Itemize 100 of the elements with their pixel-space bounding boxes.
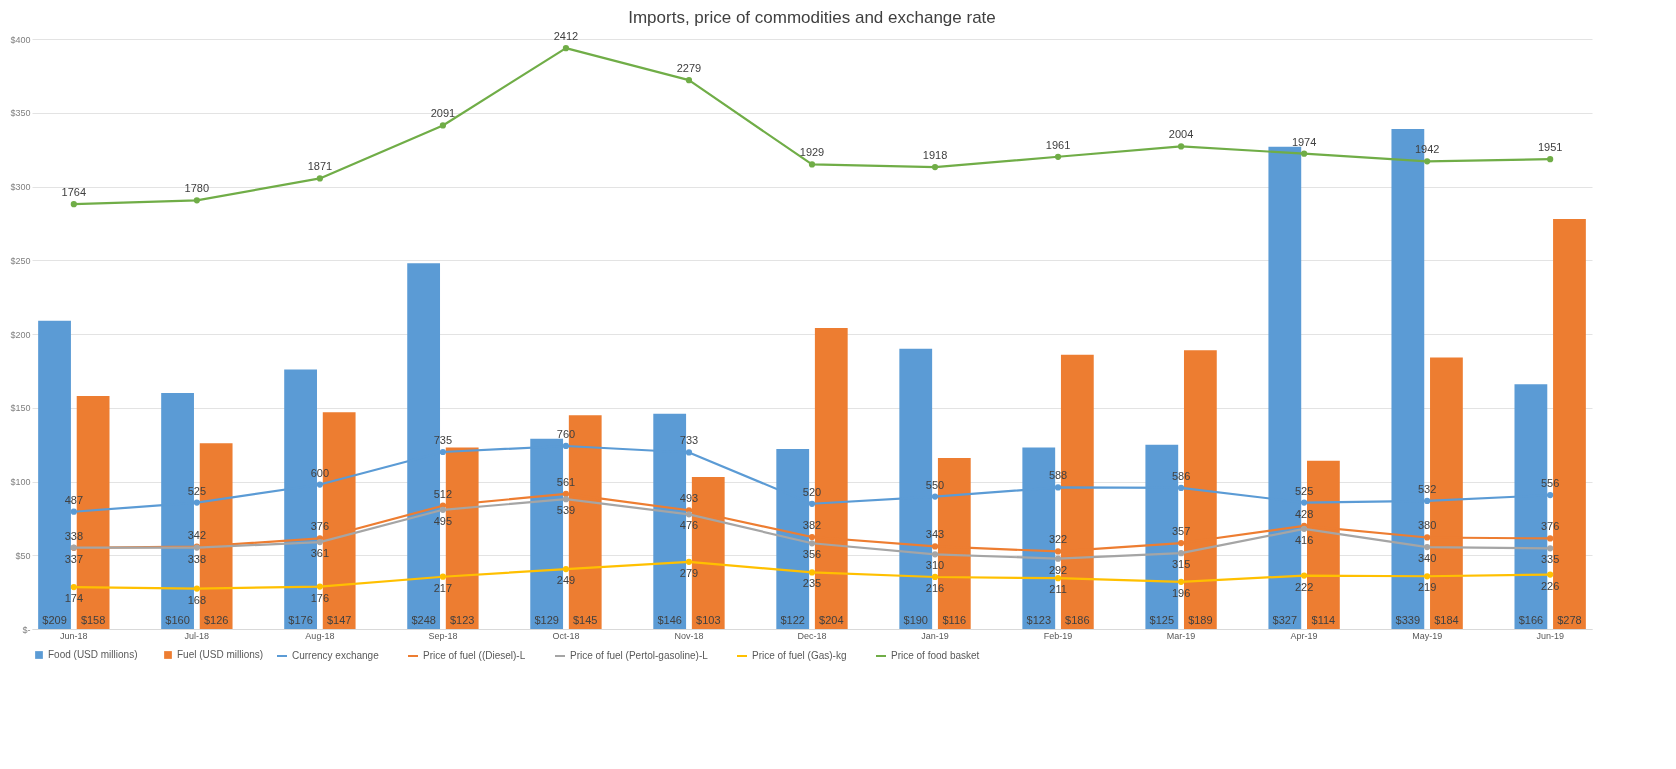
point: [1054, 555, 1062, 562]
data-label: 315: [1171, 558, 1191, 571]
data-label: 525: [1294, 484, 1314, 497]
data-label: 211: [1049, 583, 1067, 596]
data-label: $204: [819, 614, 844, 626]
point: [808, 161, 816, 168]
data-label: 343: [925, 528, 945, 541]
data-label: 338: [187, 552, 207, 565]
point: [1177, 578, 1185, 585]
point: [685, 511, 693, 518]
data-label: 2412: [553, 30, 579, 43]
x-tick-label: Sep-18: [428, 630, 458, 641]
legend-label: Fuel (USD millions): [177, 649, 264, 660]
point: [439, 448, 447, 456]
point: [70, 201, 77, 208]
point: [685, 77, 693, 84]
legend-label: Currency exchange: [292, 650, 380, 661]
point: [70, 583, 77, 591]
data-label: 168: [187, 593, 207, 606]
point: [1054, 548, 1062, 555]
data-label: 525: [187, 484, 207, 497]
data-label: 356: [802, 548, 822, 561]
x-tick-label: Jan-19: [921, 630, 949, 641]
point: [685, 558, 693, 565]
data-label: 495: [433, 514, 453, 527]
data-label: 588: [1048, 469, 1068, 482]
data-label: 222: [1294, 580, 1314, 593]
data-label: 2279: [676, 62, 702, 75]
x-tick-label: Jul-18: [184, 630, 210, 641]
data-label: $123: [449, 614, 475, 626]
y-tick-label: $200: [10, 329, 31, 340]
data-label: $103: [696, 614, 721, 626]
point: [316, 175, 324, 182]
data-label: 493: [679, 492, 699, 505]
data-label: 1918: [922, 149, 948, 162]
point: [562, 565, 570, 573]
y-tick-label: $100: [10, 477, 31, 487]
point: [1424, 573, 1431, 580]
point: [1300, 499, 1308, 506]
legend-label: Price of food basket: [891, 650, 980, 661]
y-tick-label: $400: [10, 34, 31, 45]
chart-title: Imports, price of commodities and exchange rate: [628, 8, 996, 28]
data-label: $248: [411, 614, 436, 626]
x-tick-label: Apr-19: [1290, 630, 1318, 641]
point: [808, 540, 816, 547]
point: [316, 538, 324, 546]
data-label: 1764: [61, 186, 87, 199]
point: [931, 573, 939, 581]
y-tick-label: $-: [22, 624, 31, 635]
point: [439, 573, 447, 580]
data-label: $116: [942, 614, 967, 626]
data-label: $166: [1518, 614, 1544, 626]
data-label: 249: [556, 574, 576, 587]
data-label: 279: [679, 566, 699, 579]
data-label: $190: [903, 614, 928, 626]
point: [439, 122, 447, 129]
data-label: 226: [1540, 579, 1560, 592]
point: [1177, 484, 1185, 491]
point: [1547, 571, 1554, 578]
point: [562, 45, 570, 52]
data-label: 174: [64, 592, 84, 605]
point: [1300, 150, 1308, 157]
data-label: 561: [556, 475, 576, 488]
data-label: 376: [1540, 520, 1560, 533]
point: [193, 197, 200, 204]
data-label: 322: [1048, 533, 1068, 546]
data-label: 600: [310, 466, 330, 479]
data-label: $146: [657, 614, 682, 626]
point: [1424, 158, 1431, 165]
data-label: $158: [80, 614, 106, 626]
y-tick-label: $300: [10, 182, 31, 192]
data-label: 310: [925, 559, 945, 572]
data-label: $126: [203, 614, 229, 626]
data-label: 342: [187, 528, 207, 541]
data-label: $278: [1557, 614, 1582, 626]
point: [931, 543, 939, 550]
point: [70, 508, 77, 515]
point: [1177, 143, 1185, 150]
data-label: $147: [326, 614, 352, 626]
legend-label: Food (USD millions): [48, 649, 138, 660]
data-label: 512: [433, 487, 453, 500]
data-label: $145: [572, 614, 598, 626]
data-label: $176: [288, 614, 313, 626]
point: [1547, 156, 1554, 163]
data-label: 428: [1294, 507, 1314, 520]
point: [808, 533, 816, 541]
data-label: 1951: [1537, 141, 1563, 154]
x-tick-label: Feb-19: [1043, 630, 1073, 641]
data-label: 520: [802, 485, 822, 498]
point: [1300, 572, 1308, 579]
y-tick-label: $350: [10, 108, 31, 119]
point: [193, 499, 200, 506]
point: [808, 500, 816, 507]
data-label: $123: [1026, 614, 1052, 626]
data-label: 550: [925, 478, 945, 491]
point: [1547, 491, 1554, 499]
point: [931, 493, 939, 500]
y-tick-label: $150: [10, 403, 31, 414]
point: [1424, 544, 1431, 551]
point: [316, 481, 324, 488]
